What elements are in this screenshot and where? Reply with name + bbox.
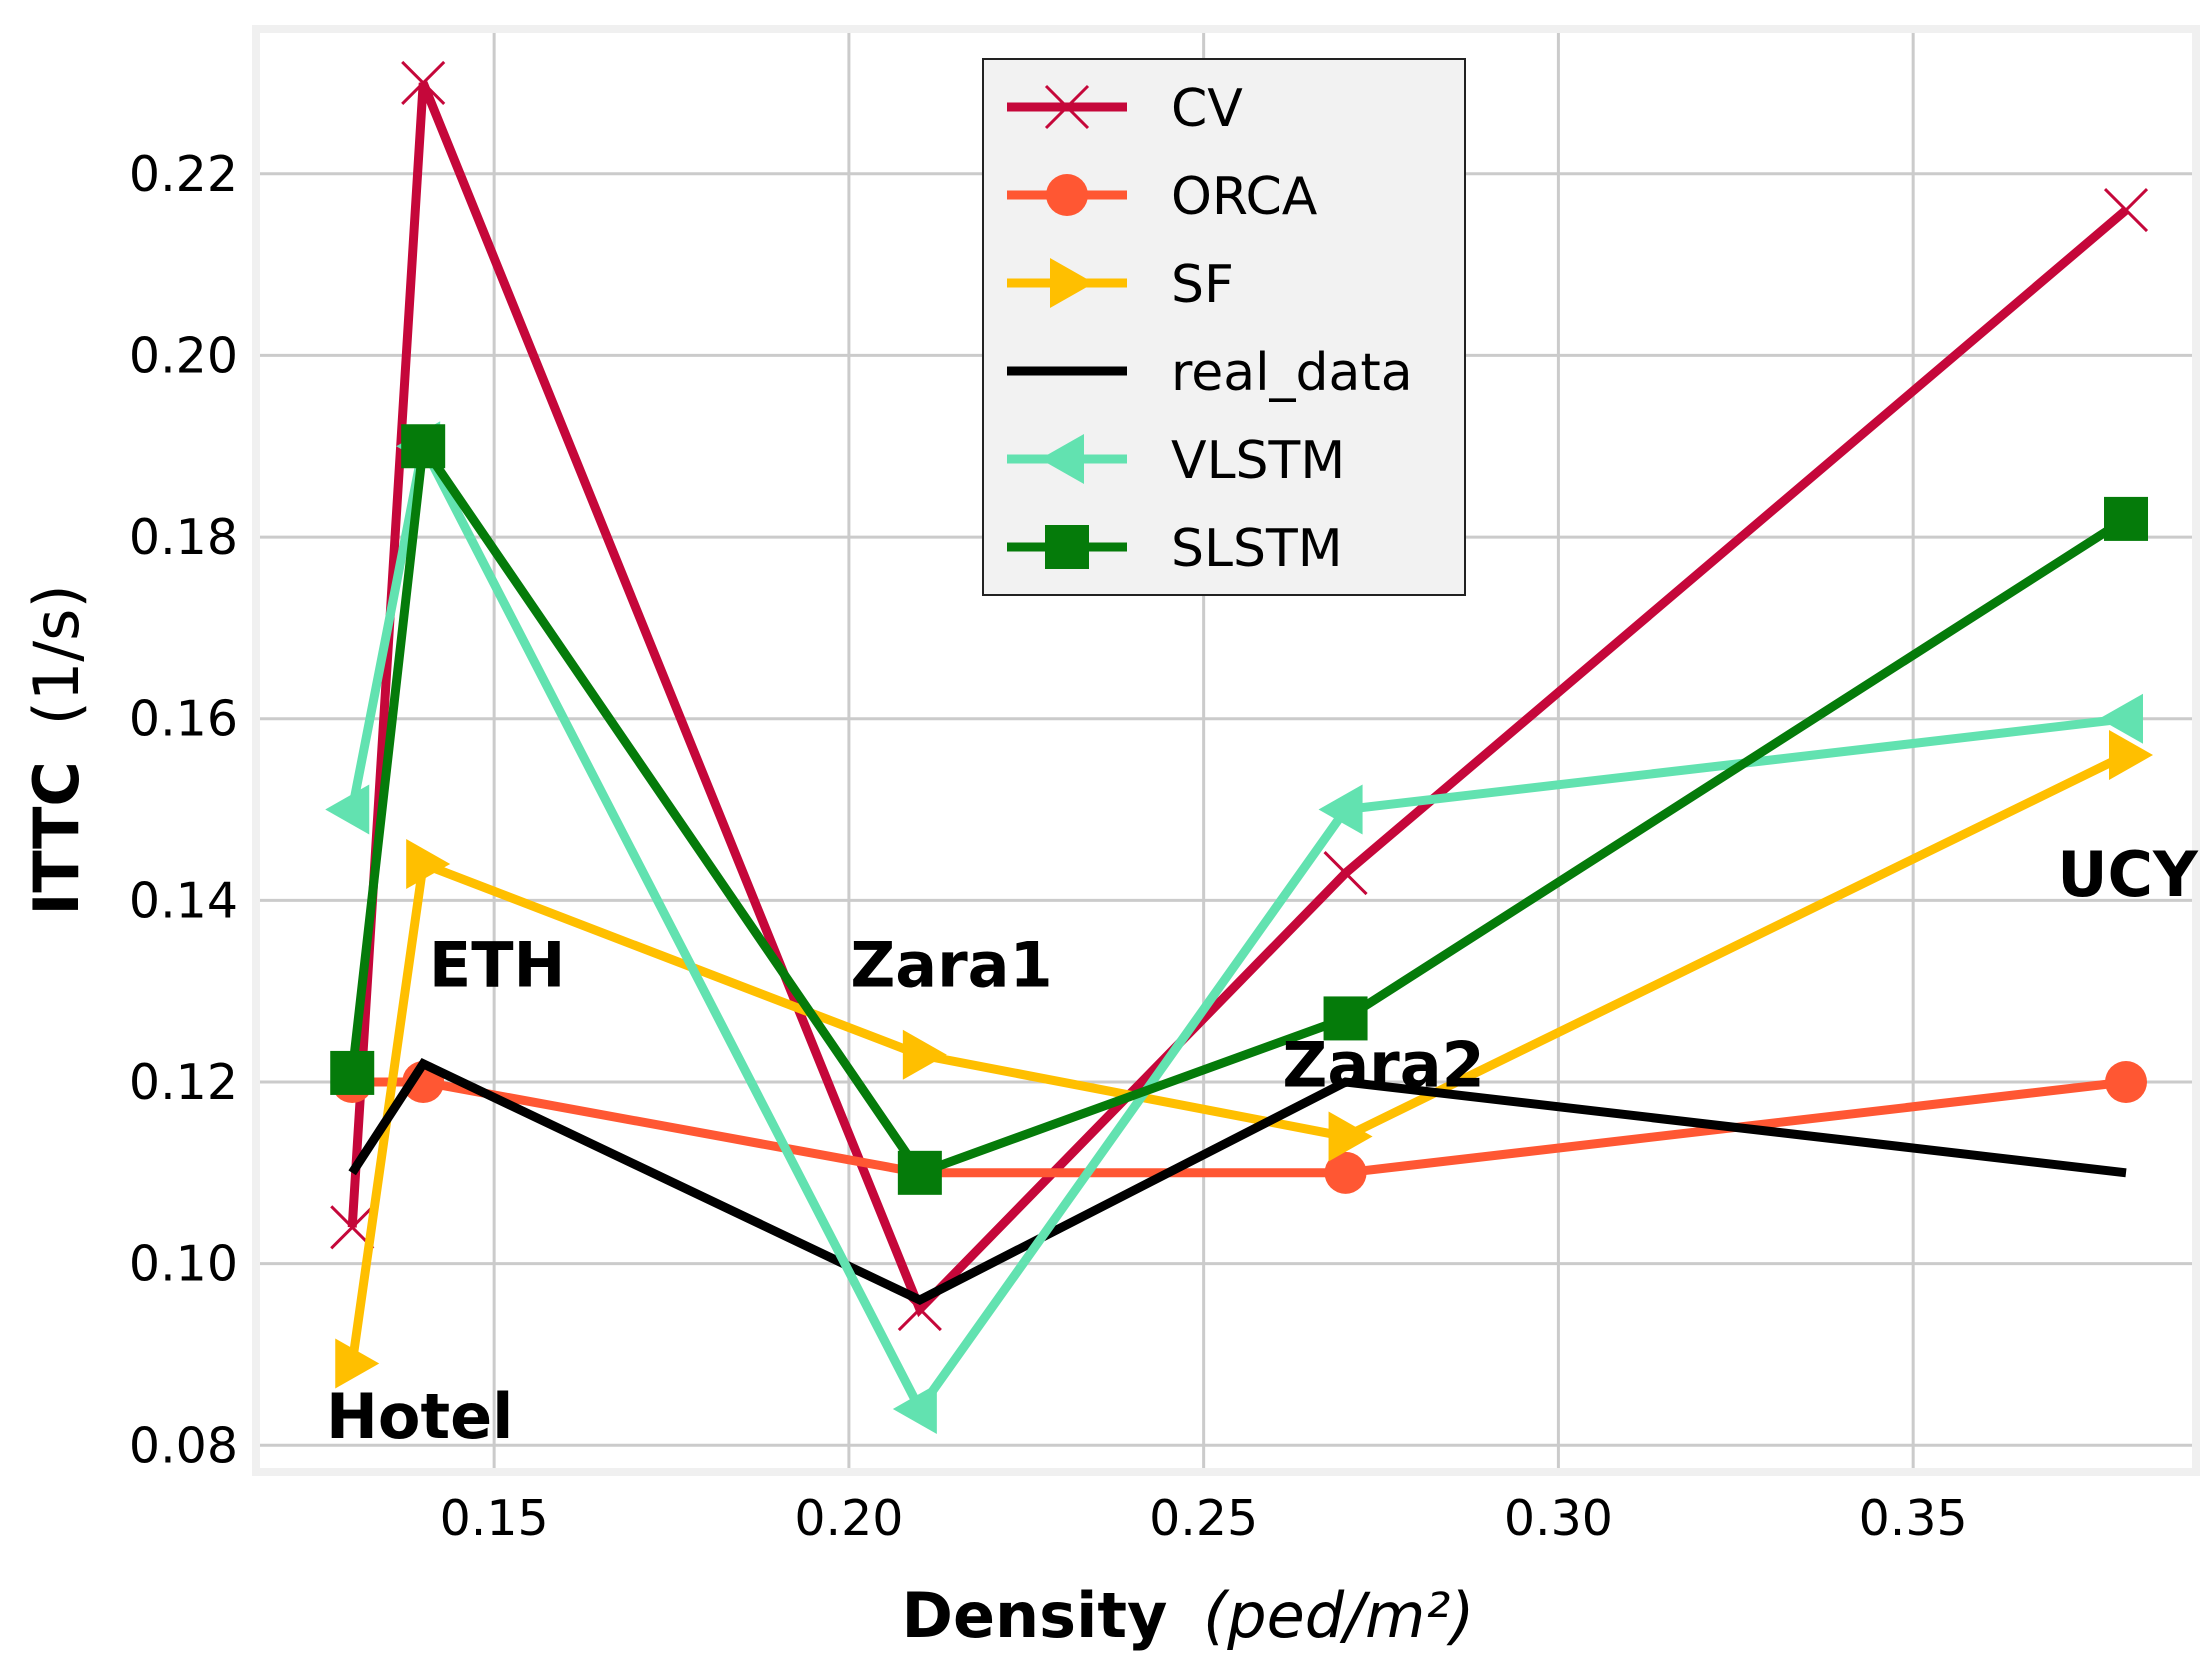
y-axis-title-group: ITTC (1/s) [20, 584, 93, 915]
x-axis-ticks: 0.15 0.20 0.25 0.30 0.35 [440, 1490, 1968, 1547]
y-axis-ticks: 0.08 0.10 0.12 0.14 0.16 0.18 0.20 0.22 [129, 146, 238, 1475]
data-point-sf [2109, 730, 2154, 781]
legend-item-vlstm: VLSTM [1007, 431, 1345, 491]
data-point-orca [1324, 1151, 1367, 1194]
y-tick-label: 0.12 [129, 1054, 238, 1111]
legend-label: SF [1171, 255, 1234, 315]
legend-marker [1045, 525, 1089, 569]
x-tick-label: 0.35 [1859, 1490, 1968, 1547]
y-tick-label: 0.22 [129, 146, 238, 203]
data-point-slstm [401, 424, 446, 469]
x-axis-title-unit: (ped/m²) [1203, 1579, 1474, 1652]
legend-item-real-data: real_data [1007, 343, 1413, 403]
legend-item-sf: SF [1007, 255, 1234, 315]
legend-item-cv: CV [1007, 79, 1243, 139]
y-axis-title-main: ITTC [20, 761, 93, 916]
data-point-slstm [330, 1050, 375, 1095]
data-point-slstm [2104, 496, 2149, 541]
legend-box [982, 58, 1466, 596]
marker-stroke [1044, 84, 1090, 130]
legend-label: real_data [1171, 343, 1413, 403]
annotations: Hotel ETH Zara1 Zara2 UCY [326, 838, 2199, 1453]
legend-item-orca: ORCA [1007, 167, 1318, 227]
series-real-data [348, 1058, 2127, 1306]
series-layer [325, 60, 2154, 1434]
data-point-vlstm [325, 784, 370, 835]
x-axis-title: Density (ped/m²) [902, 1579, 1475, 1652]
y-axis-title-unit: (1/s) [20, 584, 93, 725]
legend-label: VLSTM [1171, 431, 1345, 491]
series-line-real-data [348, 1058, 2127, 1306]
data-point-orca [2105, 1061, 2148, 1104]
legend-label: CV [1171, 79, 1243, 139]
data-point-sf [335, 1338, 380, 1389]
legend-marker [1040, 434, 1084, 484]
data-point-cv [2103, 188, 2149, 233]
data-point-slstm [1323, 996, 1368, 1041]
y-tick-label: 0.14 [129, 872, 238, 929]
x-tick-label: 0.15 [440, 1490, 549, 1547]
data-point-cv [1323, 851, 1368, 896]
x-tick-label: 0.20 [794, 1490, 903, 1547]
y-tick-label: 0.18 [129, 509, 238, 566]
y-tick-label: 0.16 [129, 691, 238, 748]
marker-stroke [401, 60, 446, 106]
marker-stroke [330, 1205, 375, 1250]
legend-label: SLSTM [1171, 519, 1343, 579]
y-tick-label: 0.20 [129, 327, 238, 384]
series-sf [335, 730, 2154, 1389]
legend-marker [1044, 84, 1090, 130]
legend-item-slstm: SLSTM [1007, 519, 1343, 579]
y-tick-label: 0.08 [129, 1417, 238, 1474]
data-point-sf [406, 839, 451, 890]
x-axis-title-main: Density [902, 1579, 1168, 1652]
legend-label: ORCA [1171, 167, 1318, 227]
legend-marker [1046, 174, 1088, 216]
x-tick-label: 0.25 [1149, 1490, 1258, 1547]
marker-stroke [1323, 851, 1368, 896]
y-axis-title: ITTC (1/s) [20, 584, 93, 915]
legend: CV ORCA SF real_data VLSTM SLSTM [982, 58, 1466, 596]
data-point-vlstm [1318, 784, 1363, 835]
annotation-zara2: Zara2 [1282, 1029, 1484, 1102]
data-point-sf [1328, 1111, 1373, 1162]
annotation-zara1: Zara1 [850, 929, 1052, 1002]
annotation-ucy: UCY [2057, 838, 2199, 911]
y-tick-label: 0.10 [129, 1236, 238, 1293]
annotation-hotel: Hotel [326, 1380, 513, 1453]
data-point-vlstm [892, 1383, 937, 1434]
data-point-cv [401, 60, 446, 106]
data-point-slstm [897, 1150, 942, 1195]
x-tick-label: 0.30 [1504, 1490, 1613, 1547]
data-point-vlstm [2099, 693, 2144, 744]
marker-stroke [2103, 188, 2149, 233]
data-point-sf [902, 1029, 947, 1080]
annotation-eth: ETH [429, 929, 566, 1002]
legend-marker [1050, 258, 1094, 308]
series-slstm [330, 424, 2149, 1195]
